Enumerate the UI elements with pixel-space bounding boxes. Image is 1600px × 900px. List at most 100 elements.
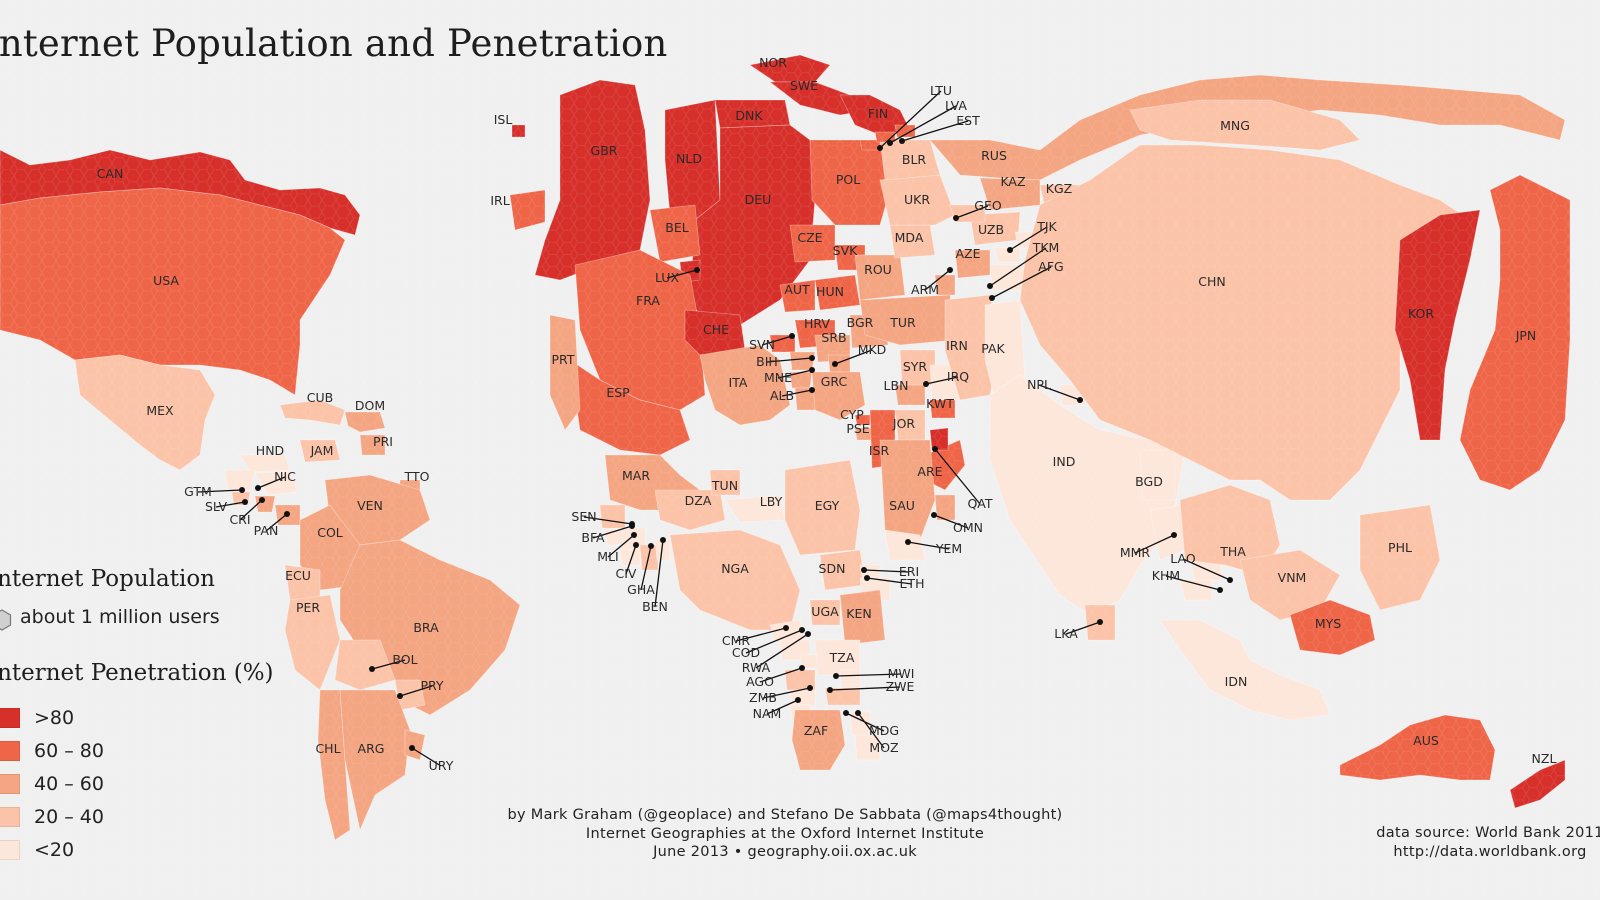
leader-line-ago [759, 667, 803, 683]
country-label-tur: TUR [889, 315, 916, 330]
country-label-esp: ESP [606, 385, 630, 400]
country-region-khm [1179, 579, 1213, 601]
legend-class-3: 20 – 40 [0, 806, 104, 828]
country-region-gtm [224, 469, 256, 491]
country-label-npl: NPL [1027, 377, 1051, 392]
country-label-lva: LVA [945, 98, 967, 113]
country-label-yem: YEM [935, 541, 962, 556]
country-label-deu: DEU [745, 192, 772, 207]
leader-line-lux [666, 269, 698, 279]
leader-dot-qat [932, 446, 938, 452]
country-label-qat: QAT [967, 496, 992, 511]
country-region-dom [344, 411, 386, 433]
country-label-pse: PSE [846, 421, 869, 436]
country-label-usa: USA [153, 273, 179, 288]
leader-line-yem [907, 541, 950, 550]
leader-line-alb [781, 389, 813, 397]
leader-dot-khm [1217, 587, 1223, 593]
leader-dot-lao [1227, 577, 1233, 583]
country-label-bra: BRA [413, 620, 439, 635]
leader-dot-est [899, 138, 905, 144]
country-label-tun: TUN [711, 478, 738, 493]
country-label-per: PER [296, 600, 320, 615]
country-label-kor: KOR [1408, 306, 1434, 321]
legend-swatch [0, 708, 20, 728]
legend-class-label: >80 [34, 707, 75, 729]
leader-dot-gha [648, 543, 654, 549]
country-label-ago: AGO [746, 674, 774, 689]
country-label-bgr: BGR [847, 315, 874, 330]
country-label-jam: JAM [310, 443, 334, 458]
leader-dot-bfa [629, 523, 635, 529]
country-region-mwi [839, 669, 861, 689]
country-label-mng: MNG [1220, 118, 1250, 133]
country-label-dnk: DNK [735, 108, 763, 123]
legend-class-label: 40 – 60 [34, 773, 104, 795]
leader-dot-eth [864, 575, 870, 581]
leader-dot-bih [809, 355, 815, 361]
country-label-cmr: CMR [722, 633, 751, 648]
country-label-gha: GHA [627, 582, 655, 597]
leader-line-rwa [755, 633, 809, 669]
country-region-nga [669, 529, 801, 631]
leader-dot-slv [242, 499, 248, 505]
leader-line-ben [654, 539, 664, 608]
leader-dot-rwa [805, 631, 811, 637]
country-label-pri: PRI [373, 434, 393, 449]
country-label-cyp: CYP [840, 407, 864, 422]
leader-dot-afg [989, 295, 995, 301]
leader-line-cmr [735, 627, 787, 642]
country-label-dza: DZA [685, 493, 712, 508]
country-region-afg [989, 264, 1026, 291]
country-label-geo: GEO [974, 198, 1002, 213]
country-label-zwe: ZWE [886, 679, 915, 694]
country-label-omn: OMN [953, 520, 983, 535]
country-label-eri: ERI [899, 564, 919, 579]
country-label-uzb: UZB [978, 222, 1004, 237]
country-label-arg: ARG [358, 741, 385, 756]
country-label-jpn: JPN [1515, 328, 1537, 343]
country-label-pol: POL [836, 172, 860, 187]
leader-line-arm [924, 269, 951, 291]
country-label-bfa: BFA [581, 530, 605, 545]
leader-line-pan [265, 513, 288, 532]
country-label-nga: NGA [721, 561, 749, 576]
country-label-rus: RUS [981, 148, 1007, 163]
leader-dot-mdg [843, 710, 849, 716]
country-label-svn: SVN [749, 337, 775, 352]
leader-line-zmb [762, 687, 811, 699]
country-label-aut: AUT [784, 282, 810, 297]
legend-class-label: 20 – 40 [34, 806, 104, 828]
country-label-mdg: MDG [869, 723, 899, 738]
country-label-jor: JOR [892, 416, 916, 431]
country-label-swe: SWE [790, 78, 818, 93]
leader-line-geo [955, 205, 989, 219]
leader-line-afg [991, 266, 1052, 299]
country-label-zmb: ZMB [749, 690, 777, 705]
country-region-zaf [791, 709, 846, 771]
leader-line-cri [239, 499, 263, 521]
country-label-idn: IDN [1225, 674, 1248, 689]
country-label-aze: AZE [955, 246, 980, 261]
country-label-aus: AUS [1413, 733, 1439, 748]
hexagon-icon [0, 609, 12, 631]
leader-dot-zmb [807, 685, 813, 691]
leader-line-civ [625, 544, 637, 575]
country-label-tkm: TKM [1032, 240, 1060, 255]
country-label-lka: LKA [1054, 626, 1078, 641]
legend-penetration-heading: Internet Penetration (%) [0, 660, 274, 686]
country-label-cze: CZE [797, 230, 822, 245]
country-label-tza: TZA [829, 650, 855, 665]
leader-dot-geo [953, 215, 959, 221]
country-label-sau: SAU [889, 498, 915, 513]
country-label-lby: LBY [760, 494, 783, 509]
leader-line-mne [777, 369, 813, 379]
country-label-isl: ISL [494, 112, 513, 127]
country-region-gbr [534, 79, 651, 281]
country-label-cri: CRI [229, 512, 250, 527]
leader-line-pry [399, 685, 433, 697]
leader-dot-gtm [239, 487, 245, 493]
leader-dot-alb [809, 387, 815, 393]
country-label-mne: MNE [764, 370, 792, 385]
